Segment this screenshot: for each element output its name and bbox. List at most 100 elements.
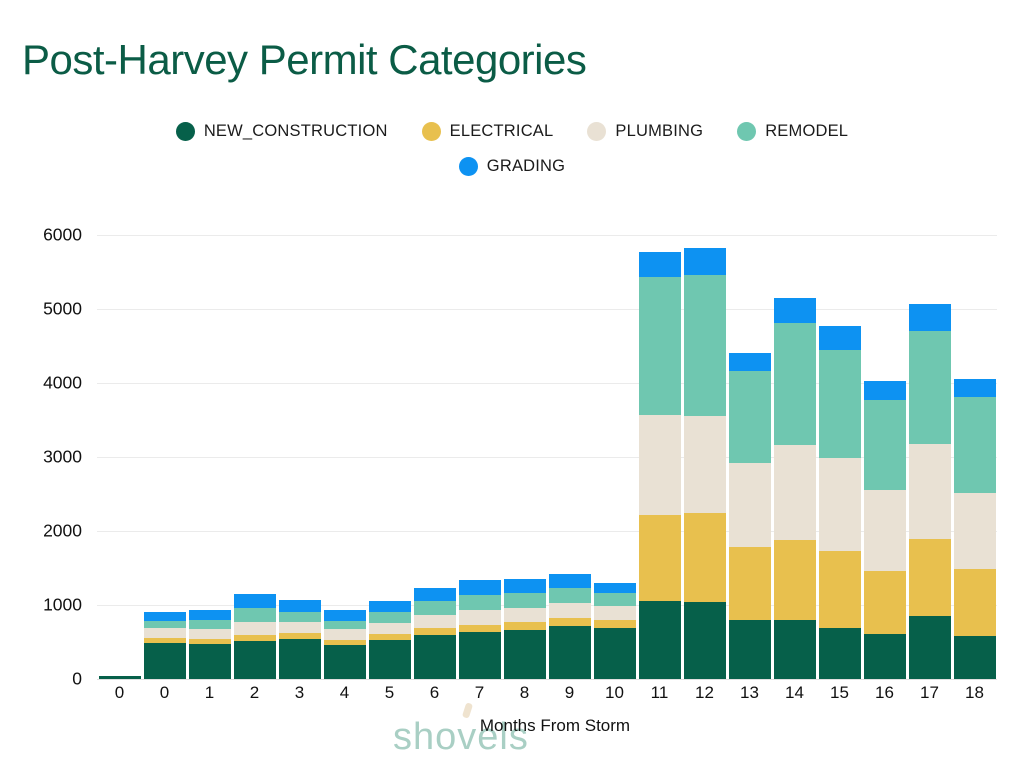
bar-segment-remodel[interactable] [593,592,636,607]
bar-segment-plumbing[interactable] [773,444,816,540]
bar-segment-remodel[interactable] [188,619,231,629]
bar-column[interactable] [233,235,276,679]
bar-segment-plumbing[interactable] [863,489,906,571]
bar-segment-new-construction[interactable] [593,627,636,679]
bar-segment-electrical[interactable] [323,639,366,645]
bar-segment-plumbing[interactable] [683,416,726,514]
bar-segment-plumbing[interactable] [323,629,366,640]
bar-segment-remodel[interactable] [458,595,501,610]
bar-segment-electrical[interactable] [188,639,231,645]
bar-column[interactable] [728,235,771,679]
bar-segment-remodel[interactable] [908,330,951,444]
bar-segment-grading[interactable] [593,582,636,593]
bar-segment-remodel[interactable] [773,322,816,445]
bar-segment-remodel[interactable] [323,620,366,630]
bar-segment-electrical[interactable] [638,514,681,601]
bar-segment-electrical[interactable] [728,547,771,620]
bar-segment-grading[interactable] [863,381,906,401]
bar-stack[interactable] [773,298,816,679]
bar-segment-plumbing[interactable] [143,628,186,638]
bar-segment-electrical[interactable] [143,637,186,644]
bar-segment-electrical[interactable] [863,570,906,634]
legend-item-grading[interactable]: GRADING [458,157,565,176]
bar-segment-plumbing[interactable] [368,622,411,635]
bar-segment-remodel[interactable] [683,274,726,417]
bar-segment-plumbing[interactable] [503,607,546,623]
bar-column[interactable] [638,235,681,679]
bar-segment-new-construction[interactable] [413,635,456,679]
bar-segment-grading[interactable] [908,304,951,331]
bar-segment-grading[interactable] [503,578,546,594]
bar-segment-grading[interactable] [233,593,276,608]
bar-column[interactable] [773,235,816,679]
bar-segment-grading[interactable] [458,580,501,596]
legend-item-plumbing[interactable]: PLUMBING [587,122,703,141]
bar-segment-new-construction[interactable] [548,626,591,679]
bar-stack[interactable] [548,573,591,679]
bar-stack[interactable] [638,251,681,679]
bar-segment-new-construction[interactable] [953,635,996,679]
bar-segment-electrical[interactable] [908,538,951,617]
bar-segment-electrical[interactable] [413,628,456,636]
bar-segment-electrical[interactable] [368,634,411,641]
bar-segment-electrical[interactable] [818,550,861,628]
bar-segment-remodel[interactable] [233,608,276,623]
bar-segment-electrical[interactable] [953,568,996,636]
bar-column[interactable] [458,235,501,679]
bar-segment-remodel[interactable] [638,276,681,416]
bar-segment-grading[interactable] [143,612,186,621]
legend-item-electrical[interactable]: ELECTRICAL [421,122,554,141]
bar-column[interactable] [863,235,906,679]
bar-segment-new-construction[interactable] [683,602,726,679]
bar-segment-new-construction[interactable] [728,619,771,679]
bar-segment-grading[interactable] [368,600,411,613]
bar-segment-remodel[interactable] [278,611,321,623]
bar-column[interactable] [908,235,951,679]
bar-segment-plumbing[interactable] [728,462,771,548]
bar-segment-remodel[interactable] [413,601,456,615]
bar-column[interactable] [593,235,636,679]
bar-segment-plumbing[interactable] [188,628,231,640]
bar-segment-remodel[interactable] [818,349,861,459]
bar-segment-grading[interactable] [728,352,771,371]
bar-segment-grading[interactable] [683,248,726,275]
bar-segment-plumbing[interactable] [638,415,681,515]
bar-segment-new-construction[interactable] [908,616,951,679]
bar-segment-plumbing[interactable] [458,609,501,625]
bar-segment-plumbing[interactable] [953,492,996,569]
bar-segment-grading[interactable] [278,599,321,612]
bar-stack[interactable] [953,379,996,679]
bar-column[interactable] [548,235,591,679]
bar-segment-new-construction[interactable] [863,633,906,679]
bar-stack[interactable] [98,675,141,679]
bar-segment-new-construction[interactable] [323,644,366,679]
bar-segment-new-construction[interactable] [458,632,501,679]
legend-item-new-construction[interactable]: NEW_CONSTRUCTION [175,122,388,141]
bar-segment-grading[interactable] [413,588,456,602]
bar-segment-electrical[interactable] [458,624,501,633]
bar-stack[interactable] [323,610,366,679]
bar-segment-grading[interactable] [548,573,591,589]
bar-stack[interactable] [413,588,456,679]
bar-segment-new-construction[interactable] [368,640,411,679]
bar-column[interactable] [503,235,546,679]
bar-segment-plumbing[interactable] [413,614,456,629]
bar-stack[interactable] [188,610,231,679]
bar-column[interactable] [98,235,141,679]
bar-stack[interactable] [278,599,321,679]
bar-segment-plumbing[interactable] [548,603,591,618]
bar-stack[interactable] [458,580,501,679]
bar-segment-new-construction[interactable] [818,627,861,679]
bar-segment-plumbing[interactable] [593,606,636,620]
bar-segment-plumbing[interactable] [233,622,276,635]
bar-stack[interactable] [593,582,636,679]
bar-segment-new-construction[interactable] [638,600,681,679]
bar-segment-electrical[interactable] [278,633,321,640]
bar-column[interactable] [188,235,231,679]
bar-segment-grading[interactable] [953,379,996,398]
bar-segment-new-construction[interactable] [278,639,321,679]
bar-segment-electrical[interactable] [683,513,726,603]
bar-segment-grading[interactable] [188,610,231,620]
bar-stack[interactable] [908,304,951,679]
bar-stack[interactable] [368,600,411,679]
